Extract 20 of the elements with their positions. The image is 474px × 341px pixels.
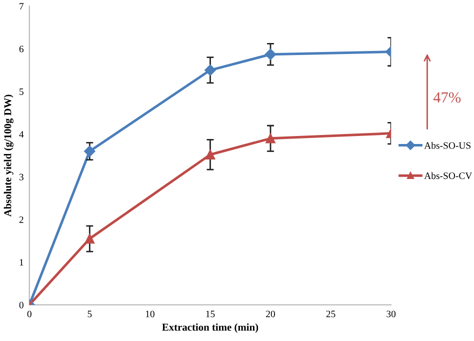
- x-axis-title: Extraction time (min): [162, 323, 258, 333]
- y-tick-label: 0: [19, 302, 24, 308]
- y-tick-label: 2: [19, 216, 24, 223]
- y-tick-label: 5: [20, 88, 24, 95]
- x-tick-label: 10: [146, 310, 154, 318]
- y-tick-label: 4: [19, 131, 24, 138]
- x-tick-label: 25: [326, 310, 336, 318]
- y-tick-label: 1: [20, 259, 24, 266]
- x-tick-label: 20: [266, 310, 275, 318]
- y-tick-label: 3: [19, 174, 24, 180]
- y-tick-label: 6: [19, 46, 24, 52]
- x-tick-label: 15: [206, 310, 215, 318]
- y-axis-title: Absolute yield (g/100g DW): [4, 94, 14, 217]
- text: 47%: [433, 92, 461, 103]
- y-tick-label: 7: [20, 3, 24, 10]
- x-tick-label: 30: [386, 310, 396, 318]
- x-tick-label: 5: [88, 310, 92, 318]
- x-tick-label: 0: [27, 310, 32, 318]
- legend-label: Abs-SO-CV: [424, 172, 472, 180]
- legend-label: Abs-SO-US: [424, 142, 470, 149]
